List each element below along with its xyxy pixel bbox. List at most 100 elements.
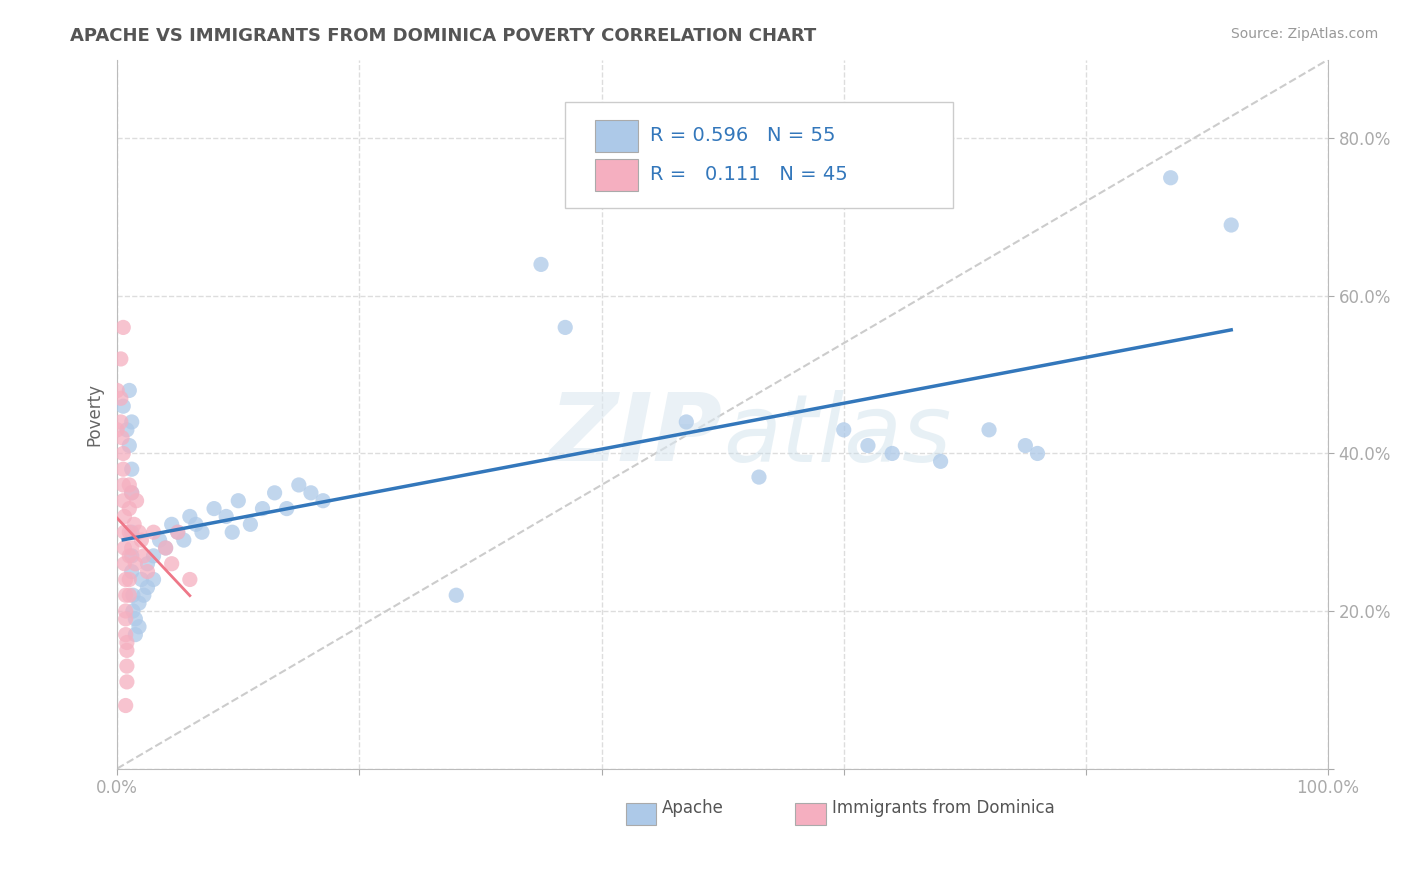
Point bbox=[202, 501, 225, 516]
Text: APACHE VS IMMIGRANTS FROM DOMINICA POVERTY CORRELATION CHART: APACHE VS IMMIGRANTS FROM DOMINICA POVER… bbox=[70, 27, 817, 45]
Point bbox=[105, 423, 128, 437]
Point bbox=[142, 573, 165, 587]
Point bbox=[1160, 170, 1182, 185]
Point bbox=[184, 517, 207, 532]
Point bbox=[112, 399, 135, 413]
Point bbox=[112, 462, 135, 476]
Point bbox=[118, 439, 141, 453]
Point bbox=[1026, 446, 1049, 460]
Point bbox=[110, 351, 132, 366]
Point bbox=[114, 541, 136, 555]
Point bbox=[221, 525, 243, 540]
Point bbox=[166, 525, 188, 540]
Point bbox=[554, 320, 576, 334]
Point bbox=[136, 580, 159, 594]
Point bbox=[114, 588, 136, 602]
Point bbox=[128, 596, 150, 610]
Point bbox=[124, 627, 146, 641]
Point bbox=[132, 588, 155, 602]
Point bbox=[136, 557, 159, 571]
FancyBboxPatch shape bbox=[626, 803, 657, 825]
Point bbox=[114, 604, 136, 618]
Point bbox=[131, 573, 153, 587]
Point bbox=[191, 525, 214, 540]
Point bbox=[155, 541, 177, 555]
Point bbox=[148, 533, 170, 547]
Point bbox=[115, 643, 138, 657]
Point bbox=[142, 549, 165, 563]
FancyBboxPatch shape bbox=[596, 120, 638, 152]
Point bbox=[179, 509, 201, 524]
Text: R = 0.596   N = 55: R = 0.596 N = 55 bbox=[650, 127, 835, 145]
FancyBboxPatch shape bbox=[596, 159, 638, 191]
Point bbox=[121, 525, 143, 540]
Point bbox=[530, 257, 553, 271]
Text: R =   0.111   N = 45: R = 0.111 N = 45 bbox=[650, 165, 848, 185]
Point bbox=[125, 493, 148, 508]
Point bbox=[160, 557, 183, 571]
Point bbox=[239, 517, 262, 532]
Point bbox=[112, 320, 135, 334]
Point bbox=[929, 454, 952, 468]
Text: Apache: Apache bbox=[662, 798, 724, 816]
Point bbox=[114, 509, 136, 524]
Point bbox=[748, 470, 770, 484]
Point bbox=[112, 478, 135, 492]
Point bbox=[111, 431, 134, 445]
Point bbox=[114, 525, 136, 540]
Text: Immigrants from Dominica: Immigrants from Dominica bbox=[831, 798, 1054, 816]
Point bbox=[132, 549, 155, 563]
Point bbox=[142, 525, 165, 540]
Point bbox=[115, 423, 138, 437]
Point bbox=[118, 384, 141, 398]
Point bbox=[1014, 439, 1036, 453]
Point bbox=[444, 588, 467, 602]
Point bbox=[166, 525, 188, 540]
Point bbox=[112, 446, 135, 460]
Point bbox=[114, 627, 136, 641]
Point bbox=[124, 557, 146, 571]
Point bbox=[118, 501, 141, 516]
Point bbox=[121, 549, 143, 563]
Point bbox=[136, 565, 159, 579]
Point bbox=[263, 486, 285, 500]
Point bbox=[118, 549, 141, 563]
Point bbox=[299, 486, 322, 500]
Text: ZIP: ZIP bbox=[550, 389, 723, 482]
Point bbox=[110, 415, 132, 429]
Point bbox=[114, 573, 136, 587]
Point bbox=[179, 573, 201, 587]
Point bbox=[226, 493, 249, 508]
Point bbox=[122, 588, 145, 602]
Point bbox=[114, 612, 136, 626]
Point bbox=[856, 439, 879, 453]
Point bbox=[155, 541, 177, 555]
Point bbox=[118, 588, 141, 602]
Point bbox=[128, 620, 150, 634]
Point bbox=[131, 533, 153, 547]
Point bbox=[215, 509, 238, 524]
Point bbox=[276, 501, 298, 516]
Point bbox=[121, 462, 143, 476]
Point bbox=[118, 573, 141, 587]
Point bbox=[252, 501, 274, 516]
Point bbox=[112, 493, 135, 508]
FancyBboxPatch shape bbox=[565, 103, 953, 209]
Point bbox=[121, 486, 143, 500]
Point bbox=[121, 486, 143, 500]
Point bbox=[121, 565, 143, 579]
Point bbox=[675, 415, 697, 429]
FancyBboxPatch shape bbox=[796, 803, 825, 825]
Point bbox=[128, 525, 150, 540]
Point bbox=[115, 635, 138, 649]
Point bbox=[160, 517, 183, 532]
Point bbox=[118, 525, 141, 540]
Point bbox=[118, 478, 141, 492]
Point bbox=[114, 557, 136, 571]
Point bbox=[114, 698, 136, 713]
Text: atlas: atlas bbox=[723, 390, 950, 481]
Point bbox=[115, 659, 138, 673]
Point bbox=[173, 533, 195, 547]
Point bbox=[124, 612, 146, 626]
Point bbox=[312, 493, 335, 508]
